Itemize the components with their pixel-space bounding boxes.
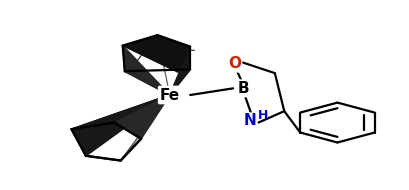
Text: B: B <box>238 81 249 96</box>
Text: Fe: Fe <box>160 88 180 102</box>
Polygon shape <box>72 95 170 156</box>
Text: O: O <box>228 56 241 71</box>
Text: H: H <box>257 109 268 122</box>
Text: N: N <box>244 113 257 128</box>
Polygon shape <box>123 46 170 95</box>
Polygon shape <box>115 95 170 139</box>
Polygon shape <box>170 47 190 95</box>
Polygon shape <box>123 35 190 72</box>
